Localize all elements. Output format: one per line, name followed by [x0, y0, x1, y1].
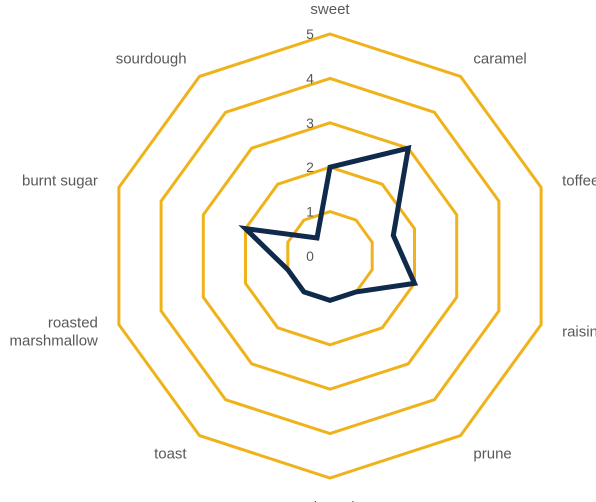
category-label-caramel: caramel	[473, 51, 526, 68]
tick-label-0: 0	[306, 248, 314, 264]
data-point-almond	[329, 299, 331, 301]
tick-label-3: 3	[306, 115, 314, 131]
category-label-raisin: raisin	[562, 323, 596, 340]
grid-ring-2	[244, 165, 416, 347]
grid-ring-4	[159, 76, 501, 436]
category-label-sourdough: sourdough	[116, 51, 187, 68]
series-line-1	[238, 144, 419, 304]
data-point-roasted-marshmallow	[287, 269, 289, 271]
data-point-toffee	[392, 234, 394, 236]
category-labels: sweet caramel toffee raisin prune almond toast…	[10, 1, 596, 502]
grid-rings	[117, 32, 543, 480]
category-label-prune: prune	[473, 445, 511, 462]
data-point-prune	[355, 291, 357, 293]
tick-label-2: 2	[306, 159, 314, 175]
data-point-raisin	[414, 282, 415, 284]
category-label-toffee: toffee	[562, 173, 596, 190]
data-point-burnt-sugar	[245, 228, 246, 230]
grid-ring-3	[201, 121, 459, 391]
category-label-burnt-sugar: burnt sugar	[22, 173, 98, 190]
category-label-toast: toast	[154, 445, 187, 462]
data-point-caramel	[407, 147, 409, 149]
data-point-sweet	[329, 166, 331, 168]
grid-ring-5	[117, 32, 543, 480]
tick-label-5: 5	[306, 26, 314, 42]
data-point-sourdough	[316, 237, 318, 239]
category-label-sweet: sweet	[310, 1, 350, 18]
series-layer	[238, 144, 419, 304]
category-label-almond: almond	[305, 499, 354, 502]
data-point-toast	[303, 291, 305, 293]
tick-label-4: 4	[306, 70, 314, 86]
category-label-roasted-marshmallow: roasted marshmallow	[10, 314, 99, 349]
tick-label-1: 1	[306, 204, 314, 220]
tick-labels: 0 1 2 3 4 5	[306, 26, 314, 264]
